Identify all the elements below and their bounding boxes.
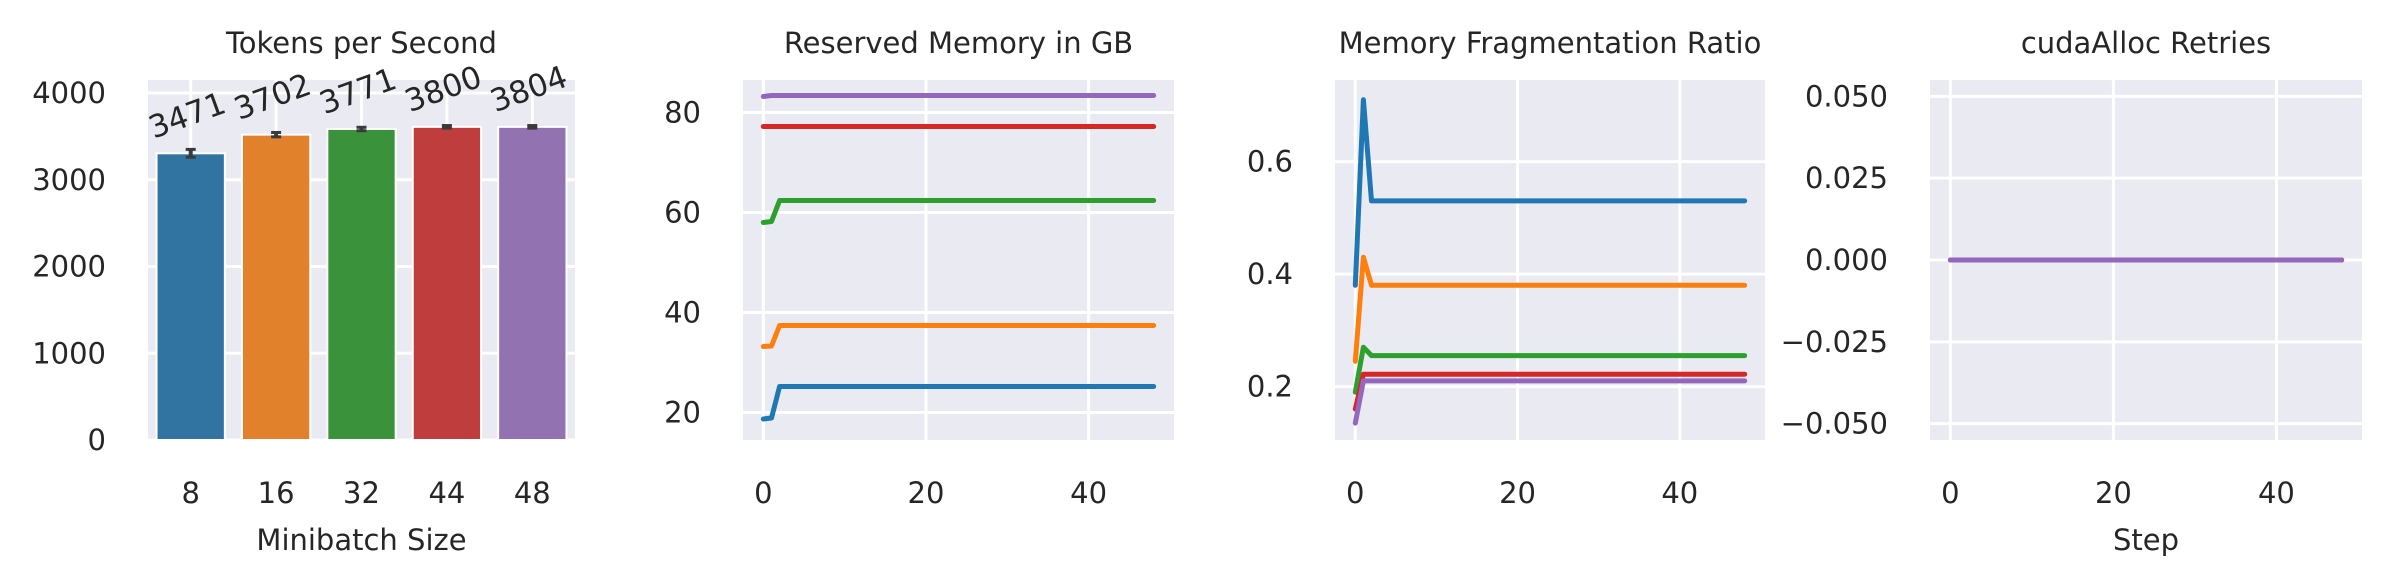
y-tick-label: 0.000	[1805, 243, 1888, 277]
x-tick-label: 20	[908, 476, 945, 510]
x-axis-label: Minibatch Size	[256, 523, 466, 557]
x-tick-label: 40	[1070, 476, 1107, 510]
series-line-1	[760, 384, 1157, 422]
x-tick-label: 0	[1346, 476, 1364, 510]
y-tick-label: 20	[664, 396, 701, 430]
y-tick-label: 0.025	[1805, 161, 1888, 195]
y-tick-label: −0.050	[1781, 407, 1888, 441]
x-tick-label: 40	[2258, 476, 2295, 510]
series-line-2	[760, 323, 1157, 349]
series-line-1	[1352, 97, 1748, 288]
series-line-5	[1352, 378, 1748, 426]
y-tick-label: 0	[88, 423, 106, 457]
x-tick-label: 20	[1499, 476, 1536, 510]
series-line-2	[1352, 254, 1748, 364]
chart-title: Reserved Memory in GB	[784, 26, 1133, 60]
y-tick-label: 0.050	[1805, 79, 1888, 113]
x-tick-label: 0	[754, 476, 772, 510]
y-tick-label: 3000	[32, 163, 106, 197]
bar	[326, 128, 397, 441]
series-line-5	[760, 93, 1157, 99]
x-tick-label: 0	[1941, 476, 1959, 510]
y-tick-label: 1000	[32, 336, 106, 370]
y-tick-label: 0.6	[1247, 145, 1293, 179]
y-tick-label: 2000	[32, 250, 106, 284]
bar	[155, 152, 226, 441]
series-line-3	[1352, 344, 1748, 395]
bar	[411, 125, 483, 441]
x-tick-label: 48	[514, 476, 551, 510]
x-tick-label: 16	[258, 476, 295, 510]
y-tick-label: 40	[664, 296, 701, 330]
y-tick-label: 60	[664, 196, 701, 230]
x-tick-label: 20	[2095, 476, 2132, 510]
chart-panel-3: 0.2 0.4 0.6 0 20 40 Memory Fragmentation Ratio	[1247, 26, 1765, 510]
x-axis-label: Step	[2113, 523, 2179, 557]
chart-title: Memory Fragmentation Ratio	[1339, 26, 1762, 60]
x-tick-label: 8	[181, 476, 199, 510]
y-tick-label: 80	[664, 96, 701, 130]
chart-title: cudaAlloc Retries	[2021, 26, 2271, 60]
chart-panel-2: 20 40 60 80 0 20 40 Reserved Memory in GB	[664, 26, 1174, 510]
x-tick-label: 40	[1661, 476, 1698, 510]
x-tick-label: 32	[343, 476, 380, 510]
bar	[240, 133, 312, 441]
series-line-3	[760, 198, 1157, 225]
y-tick-label: 0.4	[1247, 257, 1293, 291]
chart-title: Tokens per Second	[225, 26, 497, 60]
plot-area	[743, 80, 1174, 440]
chart-panel-4: −0.050 −0.025 0.000 0.025 0.050 0 20 40 cudaAllo…	[1781, 26, 2362, 557]
bar	[497, 125, 568, 441]
y-tick-label: 0.2	[1247, 370, 1293, 404]
y-tick-label: 4000	[32, 76, 106, 110]
x-tick-label: 44	[428, 476, 465, 510]
y-tick-label: −0.025	[1781, 325, 1888, 359]
